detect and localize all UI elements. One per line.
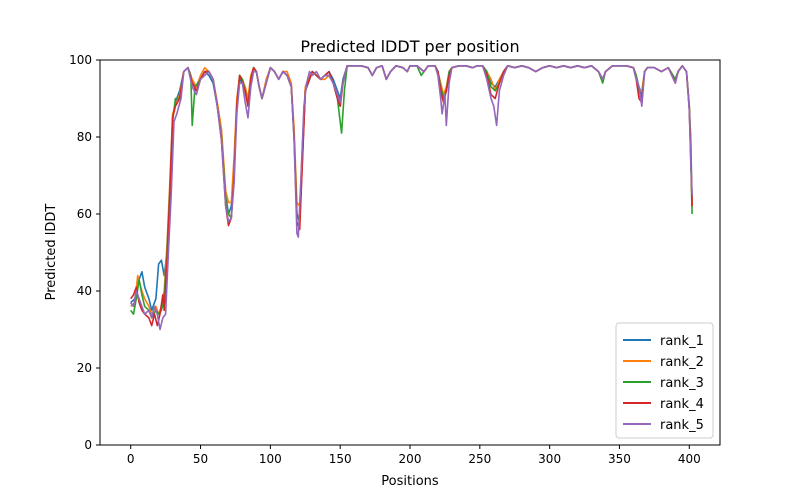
legend: rank_1 rank_2 rank_3 rank_4 rank_5 bbox=[615, 322, 714, 439]
legend-box bbox=[615, 322, 714, 439]
legend-label-rank-4: rank_4 bbox=[660, 397, 704, 412]
x-tick-label: 0 bbox=[127, 452, 135, 466]
chart-title: Predicted lDDT per position bbox=[300, 37, 519, 56]
x-axis-label: Positions bbox=[381, 474, 439, 489]
x-tick-label: 100 bbox=[259, 452, 282, 466]
y-axis-ticks: 0 20 40 60 80 100 bbox=[69, 53, 100, 452]
legend-label-rank-1: rank_1 bbox=[660, 334, 704, 349]
series-line-rank-5 bbox=[130, 65, 693, 331]
x-tick-label: 350 bbox=[608, 452, 631, 466]
y-tick-label: 80 bbox=[77, 130, 92, 144]
x-tick-label: 50 bbox=[193, 452, 208, 466]
x-tick-label: 200 bbox=[399, 452, 422, 466]
legend-label-rank-5: rank_5 bbox=[660, 418, 704, 433]
x-axis-ticks: 0 50 100 150 200 250 300 350 400 bbox=[127, 445, 701, 466]
y-tick-label: 20 bbox=[77, 361, 92, 375]
y-tick-label: 0 bbox=[84, 438, 92, 452]
y-tick-label: 100 bbox=[69, 53, 92, 67]
legend-label-rank-2: rank_2 bbox=[660, 355, 704, 370]
x-tick-label: 300 bbox=[538, 452, 561, 466]
x-tick-label: 400 bbox=[678, 452, 701, 466]
x-tick-label: 250 bbox=[468, 452, 491, 466]
y-tick-label: 40 bbox=[77, 284, 92, 298]
series-layer bbox=[130, 65, 693, 331]
y-axis-label: Predicted lDDT bbox=[44, 204, 59, 301]
legend-label-rank-3: rank_3 bbox=[660, 376, 704, 391]
y-tick-label: 60 bbox=[77, 207, 92, 221]
x-tick-label: 150 bbox=[329, 452, 352, 466]
